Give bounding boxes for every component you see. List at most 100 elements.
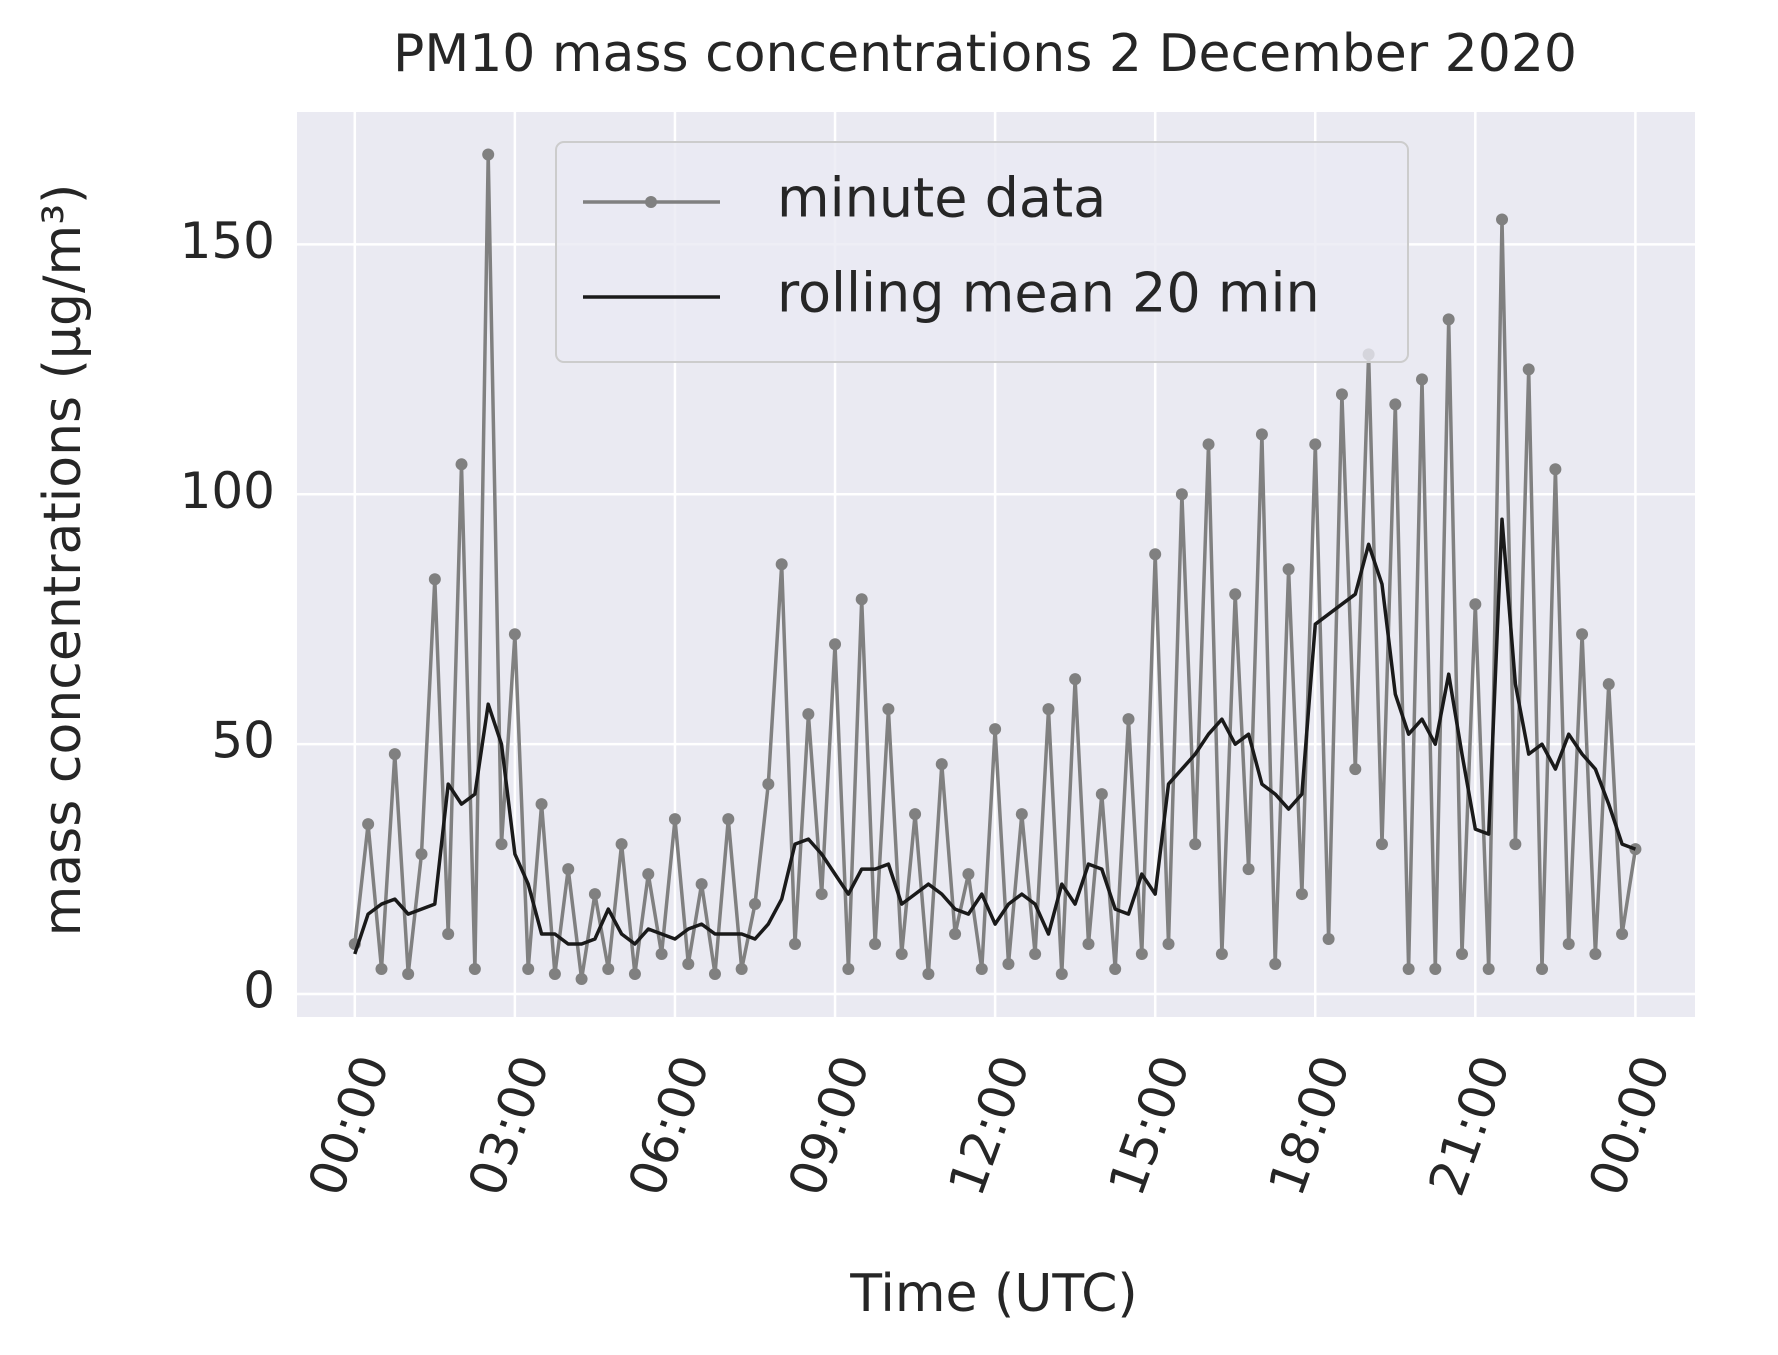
point [1215, 948, 1228, 961]
point [1509, 838, 1522, 851]
x-tick-label: 09:00 [777, 1048, 881, 1203]
point [1442, 313, 1455, 326]
point [789, 938, 802, 951]
point [388, 748, 401, 761]
point [975, 963, 988, 976]
legend-label: rolling mean 20 min [777, 262, 1320, 325]
point [562, 863, 575, 876]
point [1175, 488, 1188, 501]
x-tick-label: 18:00 [1257, 1048, 1361, 1203]
point [775, 558, 788, 571]
point [508, 628, 521, 641]
point [1202, 438, 1215, 451]
point [1295, 888, 1308, 901]
point [442, 928, 455, 941]
x-axis-label: Time (UTC) [849, 1264, 1137, 1324]
point [695, 878, 708, 891]
y-tick-label: 100 [180, 462, 275, 520]
point [802, 708, 815, 721]
point [922, 968, 935, 981]
point [1242, 863, 1255, 876]
point [1469, 598, 1482, 611]
point [495, 838, 508, 851]
point [1415, 373, 1428, 386]
point [362, 818, 375, 831]
marks [348, 148, 1642, 986]
point [1322, 933, 1335, 946]
point [522, 963, 535, 976]
legend: minute data rolling mean 20 min [555, 141, 1409, 363]
point [1616, 928, 1629, 941]
point [989, 723, 1002, 736]
point [682, 958, 695, 971]
point [1109, 963, 1122, 976]
legend-label: minute data [777, 167, 1106, 230]
point [815, 888, 828, 901]
point [1015, 808, 1028, 821]
x-tick-label: 15:00 [1097, 1048, 1201, 1203]
point [1095, 788, 1108, 801]
legend-marker [645, 196, 657, 208]
y-tick-label: 50 [211, 712, 275, 770]
y-tick-label: 150 [180, 212, 275, 270]
point [935, 758, 948, 771]
point [1189, 838, 1202, 851]
point [455, 458, 468, 471]
point [1229, 588, 1242, 601]
point [1375, 838, 1388, 851]
point [1562, 938, 1575, 951]
point [655, 948, 668, 961]
point [1522, 363, 1535, 376]
point [575, 973, 588, 986]
point [829, 638, 842, 651]
series-line [353, 517, 1637, 955]
point [402, 968, 415, 981]
point [1536, 963, 1549, 976]
point [735, 963, 748, 976]
point [1135, 948, 1148, 961]
point [1282, 563, 1295, 576]
point [1629, 843, 1642, 856]
point [628, 968, 641, 981]
point [602, 963, 615, 976]
point [1429, 963, 1442, 976]
point [1589, 948, 1602, 961]
point [1402, 963, 1415, 976]
x-tick-label: 00:00 [297, 1048, 401, 1203]
point [1576, 628, 1589, 641]
point [668, 813, 681, 826]
point [1549, 463, 1562, 476]
x-tick-label: 06:00 [617, 1048, 721, 1203]
point [869, 938, 882, 951]
legend-box [555, 141, 1409, 363]
point [1269, 958, 1282, 971]
x-tick-label: 03:00 [457, 1048, 561, 1203]
point [642, 868, 655, 881]
point [1082, 938, 1095, 951]
point [882, 703, 895, 716]
point [1069, 673, 1082, 686]
point [375, 963, 388, 976]
point [1335, 388, 1348, 401]
point [949, 928, 962, 941]
point [1389, 398, 1402, 411]
point [962, 868, 975, 881]
point [1602, 678, 1615, 691]
point [535, 798, 548, 811]
point [1496, 213, 1509, 226]
point [842, 963, 855, 976]
point [468, 963, 481, 976]
y-axis-label: mass concentrations (μg/m³) [33, 184, 93, 937]
point [1055, 968, 1068, 981]
point [722, 813, 735, 826]
x-tick-label: 21:00 [1418, 1048, 1522, 1203]
point [1456, 948, 1468, 961]
x-tick-label: 12:00 [937, 1048, 1041, 1203]
point [1002, 958, 1015, 971]
point [909, 808, 922, 821]
point [588, 888, 601, 901]
point [1029, 948, 1042, 961]
point [1255, 428, 1268, 441]
point [1349, 763, 1362, 776]
y-tick-label: 0 [243, 962, 275, 1020]
